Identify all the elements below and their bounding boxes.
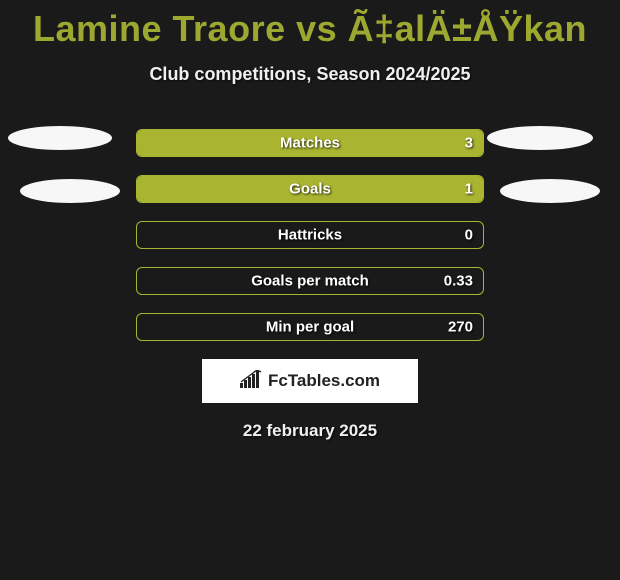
logo-box: FcTables.com [202, 359, 418, 403]
page-subtitle: Club competitions, Season 2024/2025 [0, 64, 620, 85]
stat-value: 1 [465, 181, 473, 198]
stats-container: Matches 3 Goals 1 Hattricks 0 Goals per match 0… [136, 129, 484, 341]
stat-row: Goals 1 [136, 175, 484, 203]
stat-label: Hattricks [278, 227, 342, 244]
stat-label: Min per goal [266, 319, 354, 336]
stat-value: 0 [465, 227, 473, 244]
stat-label: Goals per match [251, 273, 369, 290]
decorative-ellipse [8, 126, 112, 150]
signal-bars-icon [240, 370, 262, 393]
stat-row: Matches 3 [136, 129, 484, 157]
page-title: Lamine Traore vs Ã‡alÄ±ÅŸkan [0, 0, 620, 50]
stat-row: Hattricks 0 [136, 221, 484, 249]
decorative-ellipse [20, 179, 120, 203]
stat-row: Goals per match 0.33 [136, 267, 484, 295]
stat-row: Min per goal 270 [136, 313, 484, 341]
stat-value: 270 [448, 319, 473, 336]
logo-text: FcTables.com [268, 371, 380, 391]
decorative-ellipse [487, 126, 593, 150]
stat-label: Goals [289, 181, 331, 198]
date-text: 22 february 2025 [0, 421, 620, 441]
stat-value: 3 [465, 135, 473, 152]
stat-label: Matches [280, 135, 340, 152]
stat-value: 0.33 [444, 273, 473, 290]
decorative-ellipse [500, 179, 600, 203]
